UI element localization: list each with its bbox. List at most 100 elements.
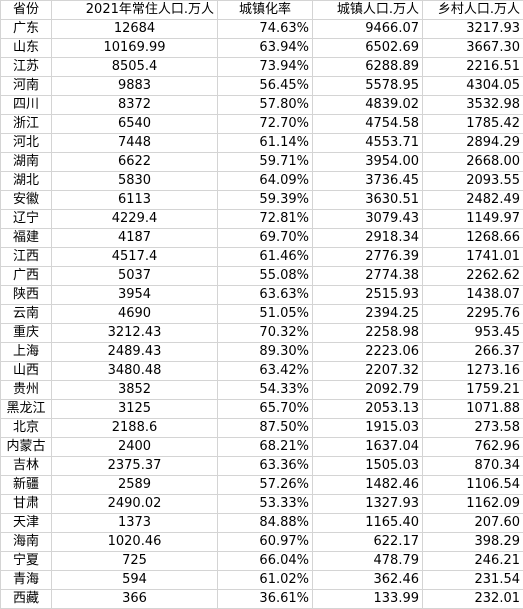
cell-urbanization-rate[interactable]: 68.21% (217, 437, 313, 457)
cell-urbanization-rate[interactable]: 89.30% (217, 342, 313, 362)
cell-rural-population[interactable]: 1106.54 (422, 475, 523, 495)
cell-rural-population[interactable]: 1273.16 (422, 361, 523, 381)
cell-population[interactable]: 6113 (51, 190, 218, 210)
cell-rural-population[interactable]: 4304.05 (422, 76, 523, 96)
cell-province[interactable]: 江苏 (0, 57, 52, 77)
cell-rural-population[interactable]: 207.60 (422, 513, 523, 533)
cell-urbanization-rate[interactable]: 57.80% (217, 95, 313, 115)
cell-urban-population[interactable]: 362.46 (312, 570, 423, 590)
cell-province[interactable]: 湖南 (0, 152, 52, 172)
cell-urban-population[interactable]: 2394.25 (312, 304, 423, 324)
cell-urbanization-rate[interactable]: 87.50% (217, 418, 313, 438)
cell-rural-population[interactable]: 1071.88 (422, 399, 523, 419)
cell-urban-population[interactable]: 2207.32 (312, 361, 423, 381)
cell-population[interactable]: 4187 (51, 228, 218, 248)
cell-rural-population[interactable]: 3217.93 (422, 19, 523, 39)
cell-urban-population[interactable]: 4839.02 (312, 95, 423, 115)
cell-urban-population[interactable]: 2053.13 (312, 399, 423, 419)
cell-urban-population[interactable]: 2092.79 (312, 380, 423, 400)
cell-urbanization-rate[interactable]: 69.70% (217, 228, 313, 248)
cell-rural-population[interactable]: 1268.66 (422, 228, 523, 248)
cell-population[interactable]: 3480.48 (51, 361, 218, 381)
cell-urban-population[interactable]: 3630.51 (312, 190, 423, 210)
cell-urbanization-rate[interactable]: 74.63% (217, 19, 313, 39)
cell-province[interactable]: 黑龙江 (0, 399, 52, 419)
cell-urban-population[interactable]: 1482.46 (312, 475, 423, 495)
cell-urbanization-rate[interactable]: 63.94% (217, 38, 313, 58)
cell-population[interactable]: 3212.43 (51, 323, 218, 343)
cell-population[interactable]: 2188.6 (51, 418, 218, 438)
cell-province[interactable]: 云南 (0, 304, 52, 324)
cell-urban-population[interactable]: 4754.58 (312, 114, 423, 134)
cell-province[interactable]: 辽宁 (0, 209, 52, 229)
cell-rural-population[interactable]: 1759.21 (422, 380, 523, 400)
cell-rural-population[interactable]: 398.29 (422, 532, 523, 552)
cell-rural-population[interactable]: 2295.76 (422, 304, 523, 324)
cell-population[interactable]: 2490.02 (51, 494, 218, 514)
cell-province[interactable]: 天津 (0, 513, 52, 533)
cell-rural-population[interactable]: 2216.51 (422, 57, 523, 77)
cell-province[interactable]: 青海 (0, 570, 52, 590)
cell-province[interactable]: 四川 (0, 95, 52, 115)
cell-rural-population[interactable]: 3667.30 (422, 38, 523, 58)
cell-population[interactable]: 7448 (51, 133, 218, 153)
cell-rural-population[interactable]: 246.21 (422, 551, 523, 571)
cell-urban-population[interactable]: 1637.04 (312, 437, 423, 457)
cell-rural-population[interactable]: 1741.01 (422, 247, 523, 267)
cell-urbanization-rate[interactable]: 84.88% (217, 513, 313, 533)
cell-province[interactable]: 广东 (0, 19, 52, 39)
cell-province[interactable]: 河南 (0, 76, 52, 96)
cell-province[interactable]: 山西 (0, 361, 52, 381)
cell-province[interactable]: 重庆 (0, 323, 52, 343)
cell-urbanization-rate[interactable]: 56.45% (217, 76, 313, 96)
cell-population[interactable]: 9883 (51, 76, 218, 96)
cell-urbanization-rate[interactable]: 73.94% (217, 57, 313, 77)
cell-rural-population[interactable]: 2262.62 (422, 266, 523, 286)
cell-urbanization-rate[interactable]: 59.71% (217, 152, 313, 172)
cell-urban-population[interactable]: 3736.45 (312, 171, 423, 191)
cell-urban-population[interactable]: 4553.71 (312, 133, 423, 153)
cell-rural-population[interactable]: 1149.97 (422, 209, 523, 229)
cell-province[interactable]: 西藏 (0, 589, 52, 609)
cell-rural-population[interactable]: 273.58 (422, 418, 523, 438)
cell-province[interactable]: 海南 (0, 532, 52, 552)
cell-urban-population[interactable]: 2776.39 (312, 247, 423, 267)
header-rural-population[interactable]: 乡村人口.万人 (422, 0, 523, 20)
cell-population[interactable]: 725 (51, 551, 218, 571)
cell-population[interactable]: 2489.43 (51, 342, 218, 362)
cell-rural-population[interactable]: 2482.49 (422, 190, 523, 210)
cell-urban-population[interactable]: 6288.89 (312, 57, 423, 77)
cell-population[interactable]: 594 (51, 570, 218, 590)
cell-population[interactable]: 1020.46 (51, 532, 218, 552)
cell-urban-population[interactable]: 2515.93 (312, 285, 423, 305)
header-population[interactable]: 2021年常住人口.万人 (51, 0, 218, 20)
cell-province[interactable]: 吉林 (0, 456, 52, 476)
cell-rural-population[interactable]: 3532.98 (422, 95, 523, 115)
cell-urbanization-rate[interactable]: 64.09% (217, 171, 313, 191)
cell-urbanization-rate[interactable]: 59.39% (217, 190, 313, 210)
cell-urban-population[interactable]: 133.99 (312, 589, 423, 609)
cell-urban-population[interactable]: 478.79 (312, 551, 423, 571)
cell-population[interactable]: 6622 (51, 152, 218, 172)
cell-rural-population[interactable]: 2668.00 (422, 152, 523, 172)
cell-province[interactable]: 江西 (0, 247, 52, 267)
cell-urbanization-rate[interactable]: 57.26% (217, 475, 313, 495)
cell-rural-population[interactable]: 266.37 (422, 342, 523, 362)
cell-urbanization-rate[interactable]: 65.70% (217, 399, 313, 419)
cell-rural-population[interactable]: 2093.55 (422, 171, 523, 191)
cell-urbanization-rate[interactable]: 63.36% (217, 456, 313, 476)
cell-population[interactable]: 4517.4 (51, 247, 218, 267)
cell-population[interactable]: 10169.99 (51, 38, 218, 58)
cell-province[interactable]: 贵州 (0, 380, 52, 400)
cell-population[interactable]: 12684 (51, 19, 218, 39)
cell-population[interactable]: 8505.4 (51, 57, 218, 77)
cell-urbanization-rate[interactable]: 66.04% (217, 551, 313, 571)
cell-population[interactable]: 1373 (51, 513, 218, 533)
cell-province[interactable]: 北京 (0, 418, 52, 438)
cell-population[interactable]: 6540 (51, 114, 218, 134)
cell-urban-population[interactable]: 2774.38 (312, 266, 423, 286)
cell-urban-population[interactable]: 1505.03 (312, 456, 423, 476)
cell-population[interactable]: 3954 (51, 285, 218, 305)
cell-rural-population[interactable]: 1785.42 (422, 114, 523, 134)
cell-rural-population[interactable]: 2894.29 (422, 133, 523, 153)
